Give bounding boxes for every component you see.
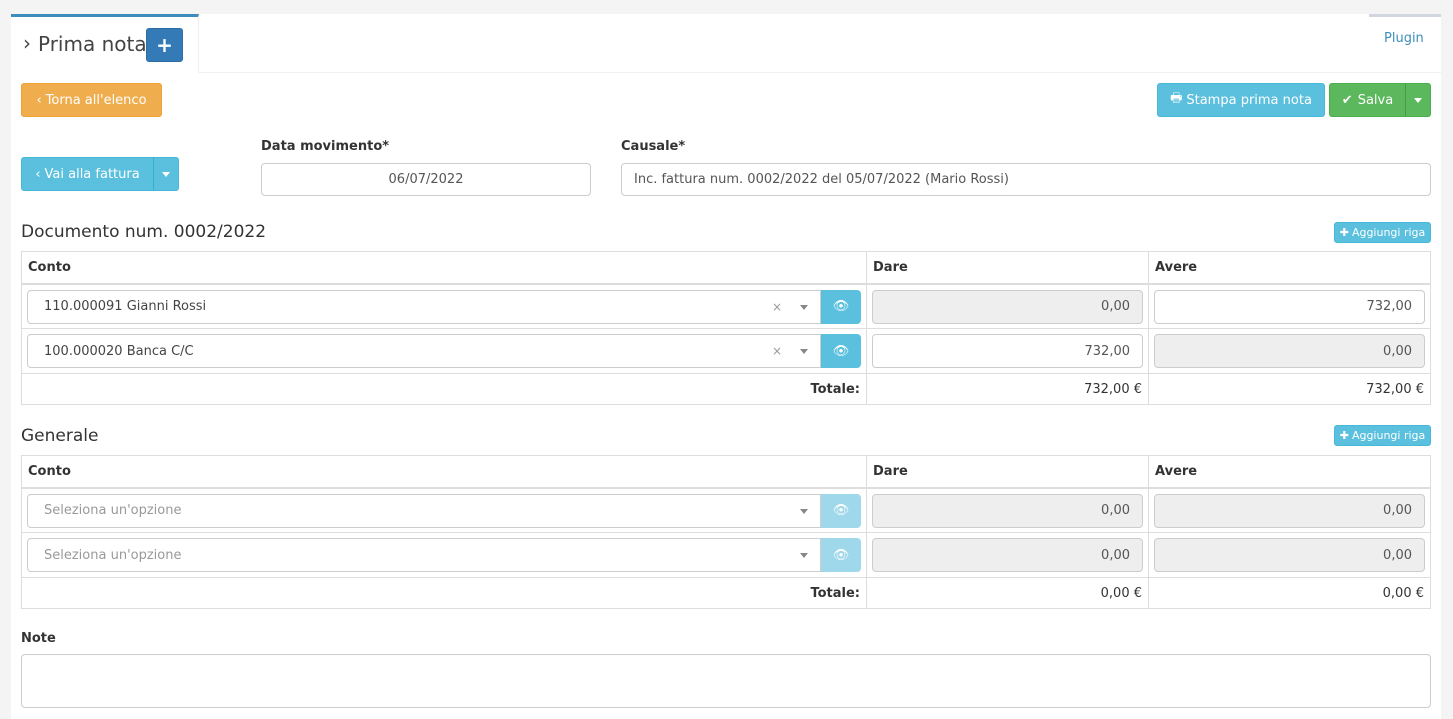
print-icon: 🖶 bbox=[1170, 91, 1183, 106]
check-icon: ✔ bbox=[1341, 92, 1353, 108]
date-label: Data movimento* bbox=[261, 139, 390, 154]
add-row-label: Aggiungi riga bbox=[1351, 429, 1426, 442]
general-table: Conto Dare Avere Seleziona un'opzione 👁 0,0… bbox=[21, 455, 1431, 609]
clear-icon[interactable]: × bbox=[771, 344, 782, 358]
back-to-list-button[interactable]: ‹ Torna all'elenco bbox=[21, 83, 162, 117]
document-section-title: Documento num. 0002/2022 bbox=[21, 222, 267, 242]
save-button[interactable]: ✔ Salva bbox=[1329, 83, 1406, 117]
caret-down-icon[interactable] bbox=[800, 304, 808, 310]
col-conto: Conto bbox=[21, 455, 867, 489]
total-avere: 732,00 € bbox=[1148, 373, 1431, 405]
dare-input[interactable]: 0,00 bbox=[872, 289, 1143, 324]
tab-bar bbox=[11, 14, 1441, 73]
caret-down-icon[interactable] bbox=[800, 553, 808, 558]
causale-label: Causale* bbox=[621, 139, 686, 154]
eye-icon[interactable]: 👁 bbox=[821, 538, 861, 572]
table-row: 110.000091 Gianni Rossi × 👁 0,00 732,00 bbox=[21, 283, 1431, 329]
add-row-button[interactable]: ✚ Aggiungi riga bbox=[1334, 222, 1431, 243]
conto-select[interactable]: Seleziona un'opzione bbox=[27, 493, 821, 528]
chevron-right-icon: › bbox=[23, 31, 31, 55]
total-label: Totale: bbox=[21, 373, 867, 405]
save-dropdown-button[interactable] bbox=[1405, 83, 1431, 117]
add-row-button[interactable]: ✚ Aggiungi riga bbox=[1334, 425, 1431, 446]
avere-input[interactable]: 0,00 bbox=[1154, 538, 1425, 572]
conto-placeholder: Seleziona un'opzione bbox=[44, 503, 182, 518]
table-row: Seleziona un'opzione 👁 0,00 0,00 bbox=[21, 532, 1431, 578]
plus-icon: + bbox=[156, 33, 173, 57]
total-dare: 732,00 € bbox=[866, 373, 1149, 405]
eye-icon[interactable]: 👁 bbox=[821, 334, 861, 368]
print-label: Stampa prima nota bbox=[1186, 92, 1312, 108]
dare-input[interactable]: 0,00 bbox=[872, 493, 1143, 528]
table-row: 100.000020 Banca C/C × 👁 732,00 0,00 bbox=[21, 328, 1431, 374]
caret-down-icon bbox=[1414, 97, 1422, 103]
goto-invoice-button[interactable]: ‹ Vai alla fattura bbox=[21, 157, 154, 191]
clear-icon[interactable]: × bbox=[771, 299, 782, 314]
total-dare: 0,00 € bbox=[866, 577, 1149, 609]
col-dare: Dare bbox=[866, 251, 1149, 285]
goto-invoice-dropdown[interactable] bbox=[153, 157, 179, 191]
plugin-tab-label[interactable]: Plugin bbox=[1384, 31, 1424, 46]
caret-down-icon bbox=[162, 171, 170, 177]
eye-icon[interactable]: 👁 bbox=[821, 289, 861, 324]
caret-down-icon[interactable] bbox=[800, 508, 808, 514]
col-avere: Avere bbox=[1148, 455, 1431, 489]
avere-input[interactable]: 0,00 bbox=[1154, 334, 1425, 368]
note-label: Note bbox=[21, 631, 56, 646]
save-label: Salva bbox=[1357, 92, 1394, 108]
goto-invoice-label: Vai alla fattura bbox=[44, 166, 140, 182]
add-row-label: Aggiungi riga bbox=[1351, 226, 1426, 239]
chevron-left-icon: ‹ bbox=[36, 92, 42, 108]
note-textarea[interactable] bbox=[21, 654, 1431, 708]
conto-select[interactable]: 110.000091 Gianni Rossi × bbox=[27, 289, 821, 324]
date-input[interactable]: 06/07/2022 bbox=[261, 163, 591, 196]
col-avere: Avere bbox=[1148, 251, 1431, 285]
print-button[interactable]: 🖶 Stampa prima nota bbox=[1157, 83, 1325, 117]
dare-input[interactable]: 732,00 bbox=[872, 334, 1143, 368]
chevron-left-icon: ‹ bbox=[35, 166, 41, 182]
tab-plugin[interactable]: Plugin bbox=[1369, 14, 1441, 73]
conto-select[interactable]: Seleziona un'opzione bbox=[27, 538, 821, 572]
causale-input[interactable]: Inc. fattura num. 0002/2022 del 05/07/20… bbox=[621, 163, 1431, 196]
col-dare: Dare bbox=[866, 455, 1149, 489]
eye-icon[interactable]: 👁 bbox=[821, 493, 861, 528]
page-title: Prima nota bbox=[38, 32, 147, 56]
conto-placeholder: Seleziona un'opzione bbox=[44, 547, 182, 563]
back-label: Torna all'elenco bbox=[45, 92, 147, 108]
plus-icon: ✚ bbox=[1339, 429, 1349, 442]
add-button[interactable]: + bbox=[146, 28, 183, 62]
caret-down-icon[interactable] bbox=[800, 349, 808, 354]
dare-input[interactable]: 0,00 bbox=[872, 538, 1143, 572]
col-conto: Conto bbox=[21, 251, 867, 285]
conto-value: 110.000091 Gianni Rossi bbox=[44, 299, 207, 314]
general-section-title: Generale bbox=[21, 426, 99, 446]
avere-input[interactable]: 732,00 bbox=[1154, 289, 1425, 324]
total-label: Totale: bbox=[21, 577, 867, 609]
total-avere: 0,00 € bbox=[1148, 577, 1431, 609]
plus-icon: ✚ bbox=[1339, 226, 1349, 239]
conto-value: 100.000020 Banca C/C bbox=[44, 343, 194, 359]
tab-prima-nota[interactable]: › Prima nota + bbox=[11, 14, 199, 73]
avere-input[interactable]: 0,00 bbox=[1154, 493, 1425, 528]
conto-select[interactable]: 100.000020 Banca C/C × bbox=[27, 334, 821, 368]
document-table: Conto Dare Avere 110.000091 Gianni Rossi × 👁… bbox=[21, 251, 1431, 405]
table-row: Seleziona un'opzione 👁 0,00 0,00 bbox=[21, 487, 1431, 533]
